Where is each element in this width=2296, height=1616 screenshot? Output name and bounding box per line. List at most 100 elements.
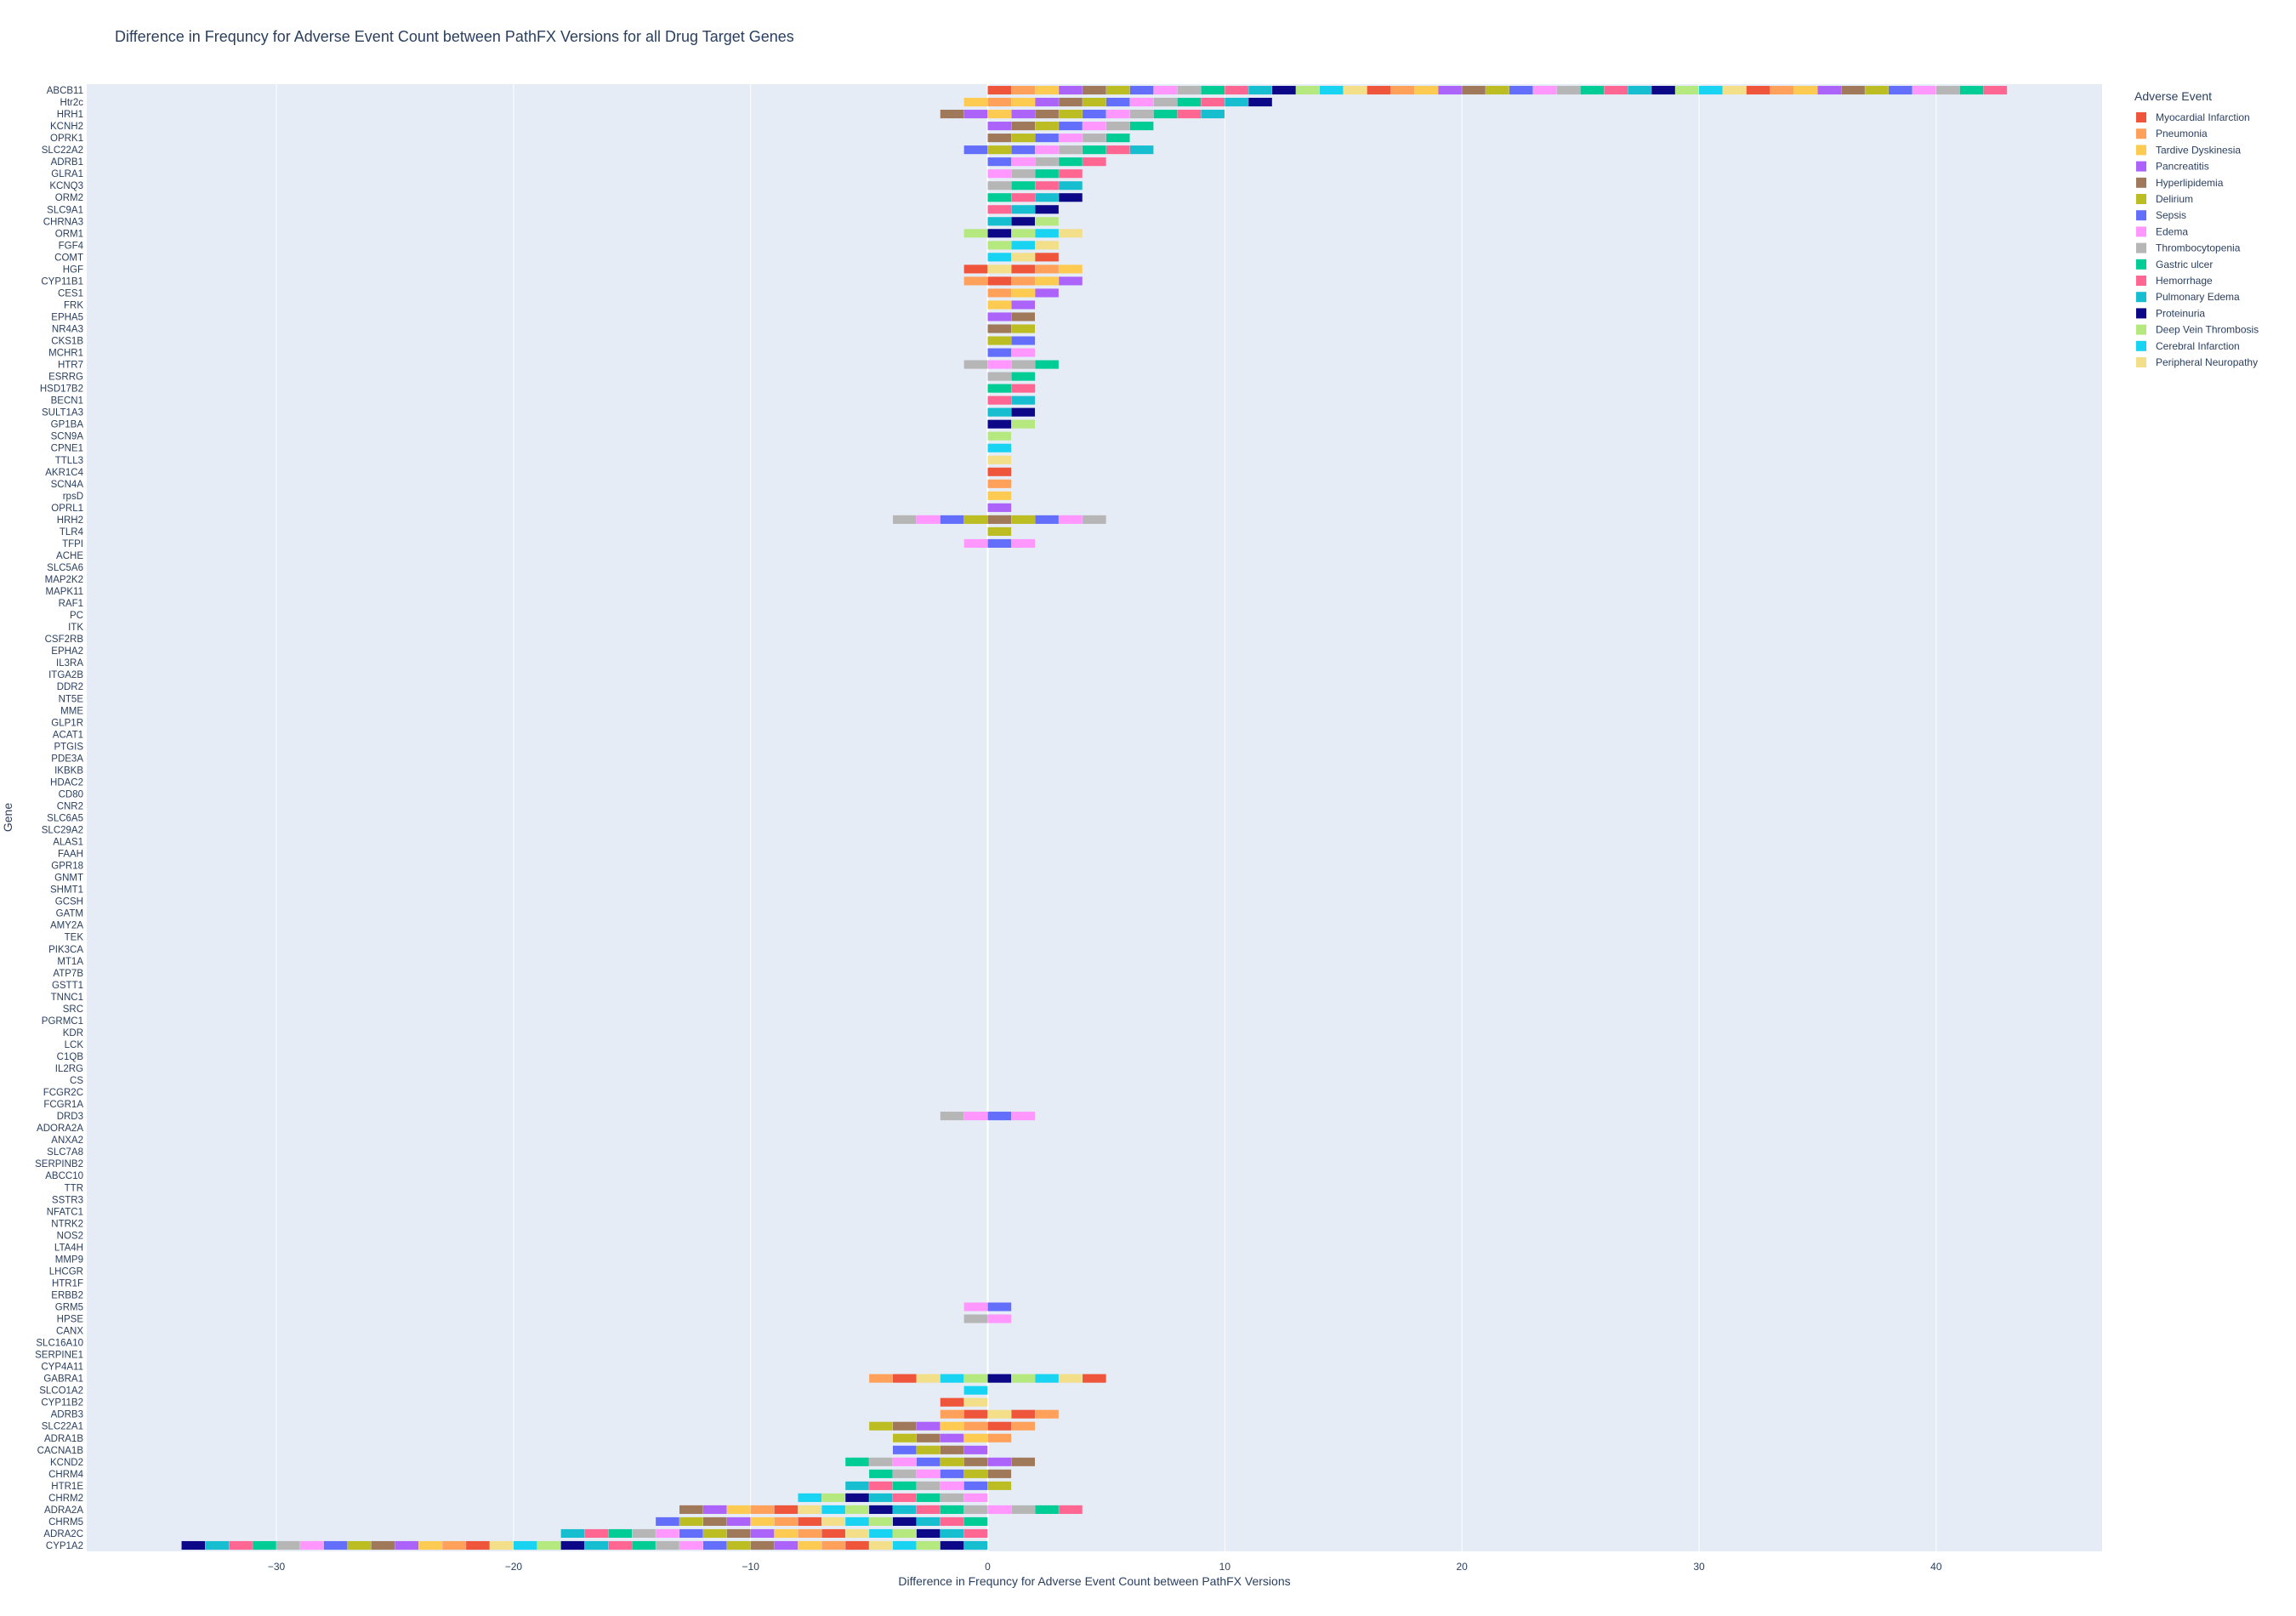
legend-item-label[interactable]: Pulmonary Edema	[2156, 291, 2240, 303]
y-tick-label: HTR1E	[51, 1482, 83, 1492]
bar-segment	[1035, 193, 1059, 202]
bar-segment	[1059, 169, 1083, 179]
bar-segment	[632, 1528, 656, 1539]
bar-segment	[1035, 515, 1059, 524]
legend-swatch[interactable]	[2136, 340, 2146, 351]
bar-segment	[987, 324, 1012, 333]
legend-swatch[interactable]	[2136, 128, 2146, 139]
bar-segment	[940, 1433, 964, 1442]
legend-item-label[interactable]: Pancreatitis	[2156, 161, 2209, 173]
bar-segment	[726, 1505, 751, 1514]
legend-swatch[interactable]	[2136, 357, 2146, 367]
y-tick-label: ABCC10	[45, 1171, 83, 1181]
y-tick-label: SLC22A2	[42, 145, 83, 156]
legend-item-label[interactable]: Pneumonia	[2156, 128, 2208, 139]
bar-segment	[1035, 217, 1059, 226]
legend-item-label[interactable]: Tardive Dyskinesia	[2156, 144, 2241, 156]
y-tick-label: SLC22A1	[42, 1422, 83, 1432]
y-tick-label: GNMT	[54, 873, 83, 884]
legend-swatch[interactable]	[2136, 161, 2146, 172]
bar-segment	[608, 1528, 632, 1539]
legend-item-label[interactable]: Cerebral Infarction	[2156, 340, 2240, 352]
bar-segment	[1129, 122, 1154, 131]
bar-segment	[916, 1374, 941, 1383]
bar-segment	[1177, 110, 1202, 119]
legend-item-label[interactable]: Thrombocytopenia	[2156, 242, 2241, 254]
bar-segment	[987, 372, 1012, 381]
bar-segment	[893, 1516, 917, 1526]
x-tick-label: −20	[505, 1561, 523, 1573]
legend-item-label[interactable]: Deep Vein Thrombosis	[2156, 324, 2259, 336]
bar-segment	[1011, 1409, 1035, 1419]
bar-segment	[299, 1540, 324, 1551]
bar-segment	[1011, 300, 1035, 310]
bar-segment	[963, 276, 988, 286]
legend-swatch[interactable]	[2136, 324, 2146, 335]
bar-segment	[1248, 85, 1272, 95]
legend-item-label[interactable]: Edema	[2156, 225, 2188, 237]
y-tick-label: HDAC2	[50, 777, 83, 788]
legend-swatch[interactable]	[2136, 177, 2146, 188]
bar-segment	[679, 1516, 703, 1526]
bar-segment	[1367, 85, 1391, 95]
y-tick-label: CHRNA3	[43, 217, 83, 227]
legend-swatch[interactable]	[2136, 145, 2146, 156]
bar-segment	[987, 443, 1012, 452]
bar-segment	[1035, 205, 1059, 214]
bar-segments	[181, 85, 2008, 1551]
legend-item-label[interactable]: Hemorrhage	[2156, 275, 2213, 287]
y-tick-label: ATP7B	[53, 969, 83, 979]
bar-segment	[940, 1540, 964, 1551]
bar-segment	[798, 1516, 822, 1526]
bar-segment	[940, 1457, 964, 1466]
legend-item-label[interactable]: Sepsis	[2156, 209, 2186, 221]
bar-segment	[1011, 97, 1035, 107]
bar-segment	[1083, 85, 1106, 95]
y-tick-label: NR4A3	[52, 325, 83, 335]
y-tick-label: DRD3	[57, 1112, 83, 1122]
bar-segment	[1604, 85, 1628, 95]
bar-segment	[1105, 97, 1130, 107]
legend-swatch[interactable]	[2136, 276, 2146, 286]
legend-swatch[interactable]	[2136, 308, 2146, 319]
y-tick-label: HPSE	[57, 1315, 84, 1325]
legend-item-label[interactable]: Gastric ulcer	[2156, 259, 2213, 270]
legend-item-label[interactable]: Hyperlipidemia	[2156, 177, 2224, 189]
bar-segment	[1059, 157, 1083, 167]
legend-item-label[interactable]: Myocardial Infarction	[2156, 111, 2250, 123]
bar-segment	[916, 1457, 941, 1466]
legend-swatch[interactable]	[2136, 112, 2146, 122]
bar-segment	[987, 145, 1012, 155]
legend-swatch[interactable]	[2136, 194, 2146, 204]
bar-segment	[1153, 85, 1178, 95]
legend-item-label[interactable]: Peripheral Neuropathy	[2156, 356, 2258, 368]
bar-segment	[1129, 145, 1154, 155]
bar-segment	[1865, 85, 1889, 95]
y-tick-label: FCGR2C	[43, 1088, 83, 1098]
y-tick-label: PDE3A	[51, 754, 83, 764]
bar-segment	[940, 1409, 964, 1419]
bar-segment	[584, 1528, 609, 1539]
bar-segment	[1011, 384, 1035, 393]
y-tick-label: HTR7	[58, 361, 83, 371]
bar-segment	[1746, 85, 1770, 95]
bar-segment	[1035, 1505, 1059, 1514]
bar-segment	[1011, 1505, 1035, 1514]
bar-segment	[940, 515, 964, 524]
legend-swatch[interactable]	[2136, 226, 2146, 237]
legend-item-label[interactable]: Delirium	[2156, 193, 2193, 205]
legend-swatch[interactable]	[2136, 292, 2146, 303]
legend-swatch[interactable]	[2136, 210, 2146, 221]
bar-segment	[821, 1505, 845, 1514]
y-tick-label: KDR	[63, 1028, 83, 1038]
bar-segment	[1011, 348, 1035, 357]
legend-item-label[interactable]: Proteinuria	[2156, 307, 2205, 319]
legend-swatch[interactable]	[2136, 259, 2146, 270]
bar-segment	[1438, 85, 1462, 95]
y-tick-label: CS	[70, 1076, 83, 1086]
bar-segment	[963, 1314, 988, 1323]
bar-segment	[656, 1540, 679, 1551]
bar-segment	[893, 1374, 917, 1383]
legend-swatch[interactable]	[2136, 242, 2146, 253]
bar-segment	[987, 384, 1012, 393]
